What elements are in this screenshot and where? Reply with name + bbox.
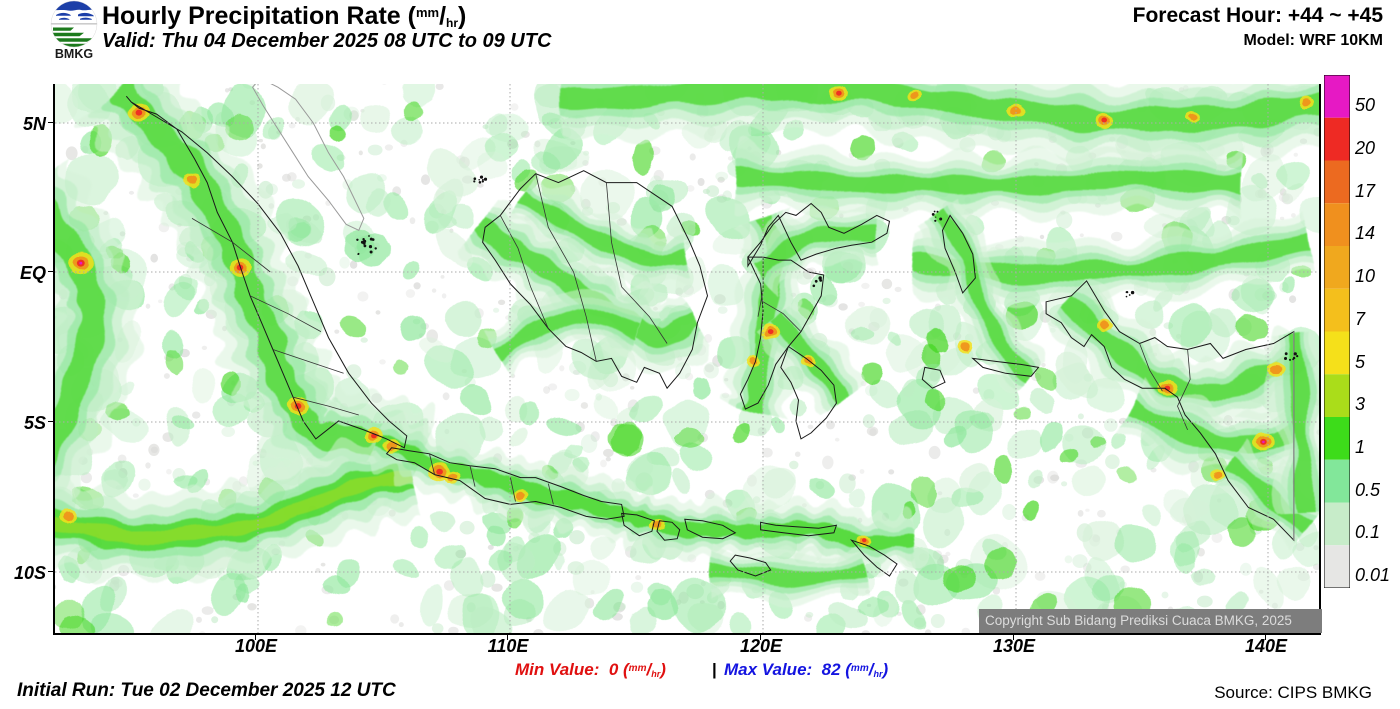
- svg-text:BMKG: BMKG: [55, 47, 93, 60]
